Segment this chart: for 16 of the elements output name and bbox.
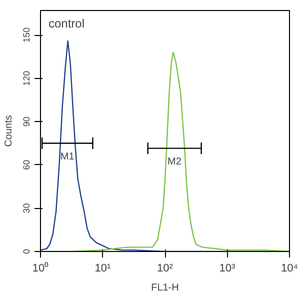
x-tick-label: 10⁴ (281, 262, 298, 274)
annotation: M1 (60, 151, 75, 162)
y-axis-title: Counts (4, 115, 14, 147)
annotation: control (48, 16, 85, 30)
x-tick-label: 10³ (219, 262, 236, 274)
y-tick-label: 120 (22, 70, 32, 86)
x-tick-label: 10⁰ (32, 262, 49, 274)
x-tick-label: 10² (157, 262, 174, 274)
y-tick-label: 30 (22, 203, 32, 214)
y-tick-label: 60 (22, 160, 32, 170)
y-tick-label: 90 (22, 116, 32, 127)
annotation: M2 (168, 156, 182, 168)
y-tick-label: 150 (22, 28, 32, 43)
x-axis-title: FL1-H (151, 282, 179, 294)
y-tick-label: 0 (22, 248, 32, 254)
x-tick-label: 10¹ (94, 262, 112, 274)
